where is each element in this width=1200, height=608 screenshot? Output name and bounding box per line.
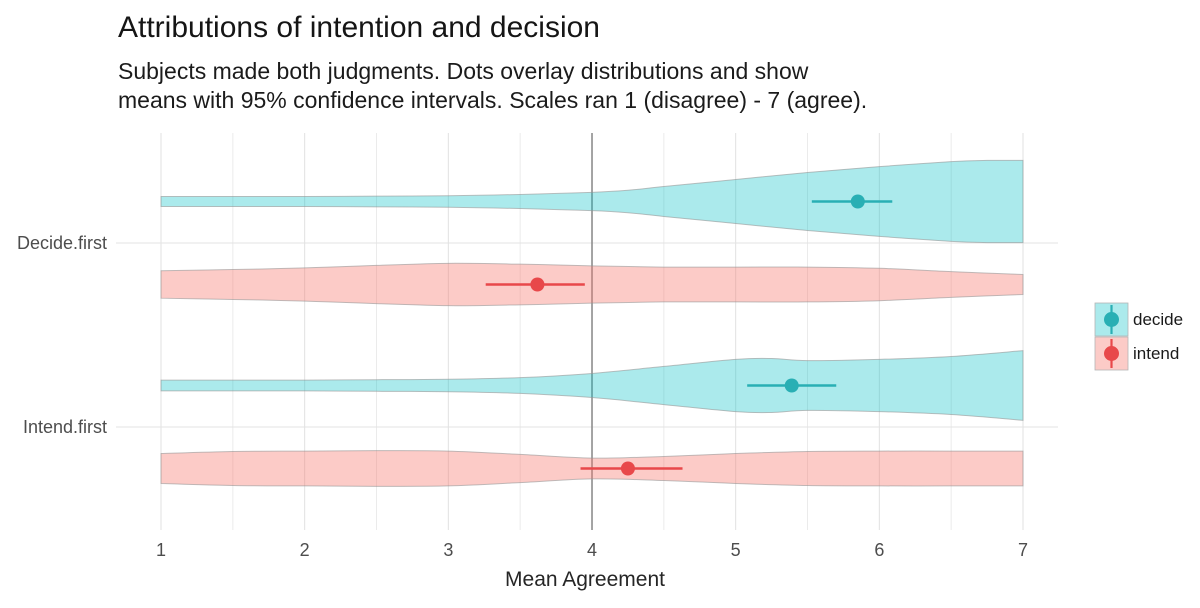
legend-key-decide-point-glyph: [1104, 312, 1119, 327]
chart-title: Attributions of intention and decision: [118, 11, 600, 44]
y-axis-label-decide-first: Decide.first: [17, 233, 107, 253]
x-tick-label: 2: [300, 540, 310, 560]
chart-subtitle-line-1: Subjects made both judgments. Dots overl…: [118, 58, 809, 84]
legend-entry-decide: decide: [1094, 302, 1183, 337]
x-axis-title: Mean Agreement: [505, 568, 665, 591]
mean-dot-intend: [530, 277, 545, 292]
legend: decide intend: [1094, 302, 1183, 371]
x-tick-label: 4: [587, 540, 597, 560]
legend-label-decide: decide: [1133, 310, 1183, 329]
means-ci-layer: [485, 194, 893, 476]
violin-decide-first-intend: [160, 262, 1024, 307]
mean-dot-decide: [850, 194, 865, 209]
x-tick-label: 7: [1018, 540, 1028, 560]
x-tick-label: 6: [874, 540, 884, 560]
y-axis-label-intend-first: Intend.first: [23, 417, 107, 437]
mean-dot-decide: [784, 378, 799, 393]
violin-decide-first-decide: [160, 159, 1024, 244]
x-tick-label: 1: [156, 540, 166, 560]
legend-label-intend: intend: [1133, 344, 1179, 363]
violin-intend-first-decide: [160, 350, 1024, 421]
legend-key-intend-point-glyph: [1104, 346, 1119, 361]
x-tick-label: 3: [443, 540, 453, 560]
chart-subtitle: Subjects made both judgments. Dots overl…: [118, 57, 867, 114]
x-tick-label: 5: [731, 540, 741, 560]
mean-dot-intend: [620, 461, 635, 476]
axes-layer: Decide.first Intend.first 1 2 3 4 5 6 7 Mean A…: [17, 233, 1028, 591]
legend-entry-intend: intend: [1094, 336, 1179, 371]
x-tick-labels: 1 2 3 4 5 6 7: [156, 540, 1028, 560]
chart-subtitle-line-2: means with 95% confidence intervals. Sca…: [118, 86, 868, 113]
